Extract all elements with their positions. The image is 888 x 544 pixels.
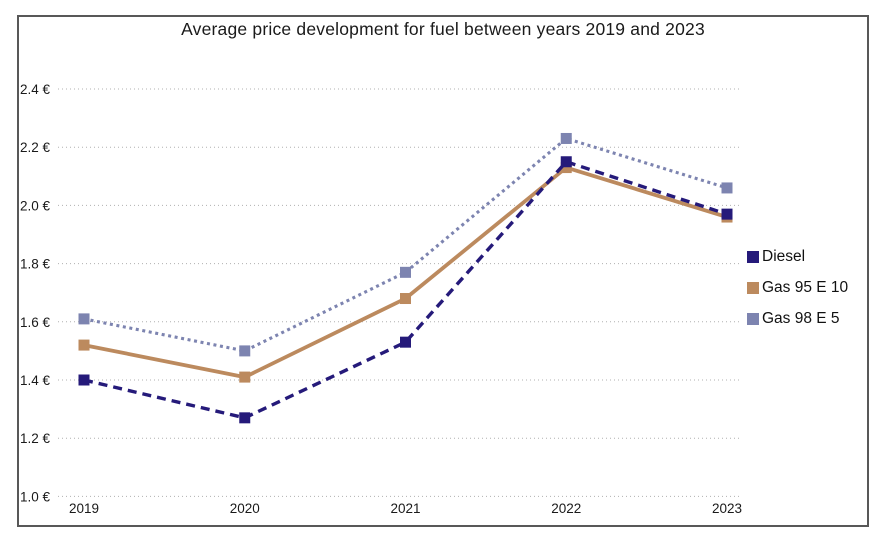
chart-title: Average price development for fuel betwe…: [181, 19, 705, 39]
series-marker-diesel: [400, 336, 411, 348]
y-tick-label: 2.4 €: [20, 82, 51, 97]
series-marker-gas-95-e-10: [560, 162, 572, 174]
legend-label-gas-95-e-10: Gas 95 E 10: [762, 279, 849, 296]
y-tick-label: 2.0 €: [20, 198, 51, 213]
legend-item-gas-98-e-5: Gas 98 E 5: [747, 310, 848, 328]
y-tick-label: 1.8 €: [20, 257, 51, 272]
series-marker-diesel: [239, 412, 251, 424]
y-tick-label: 1.6 €: [20, 315, 51, 330]
series-marker-gas-95-e-10: [400, 293, 411, 305]
x-tick-label: 2020: [230, 501, 260, 516]
y-tick-label: 2.2 €: [20, 140, 51, 155]
x-tick-label: 2021: [390, 501, 420, 516]
x-tick-label: 2019: [69, 501, 99, 516]
series-marker-gas-98-e-5: [78, 313, 90, 325]
x-tick-label: 2022: [551, 501, 581, 516]
legend-swatch-gas-95-e-10: [747, 282, 759, 294]
series-marker-gas-98-e-5: [560, 132, 572, 144]
series-marker-gas-98-e-5: [239, 345, 251, 357]
series-marker-diesel: [721, 208, 733, 220]
x-tick-label: 2023: [712, 501, 742, 516]
legend-label-gas-98-e-5: Gas 98 E 5: [762, 310, 840, 327]
series-marker-diesel: [78, 374, 90, 386]
y-tick-label: 1.2 €: [20, 431, 51, 446]
legend-swatch-gas-98-e-5: [747, 313, 759, 325]
legend-item-gas-95-e-10: Gas 95 E 10: [747, 279, 848, 297]
series-marker-gas-95-e-10: [239, 371, 251, 383]
series-line-gas-98-e-5: [83, 136, 728, 353]
series-line-diesel: [83, 159, 728, 420]
y-tick-label: 1.0 €: [20, 489, 51, 504]
series-marker-gas-95-e-10: [78, 339, 90, 351]
y-tick-label: 1.4 €: [20, 373, 51, 388]
legend: Diesel Gas 95 E 10 Gas 98 E 5: [747, 248, 848, 341]
legend-label-diesel: Diesel: [762, 248, 806, 265]
series-marker-gas-98-e-5: [400, 266, 411, 278]
chart-frame: [17, 15, 869, 527]
legend-swatch-diesel: [747, 251, 759, 263]
series-marker-diesel: [560, 156, 572, 168]
series-marker-gas-98-e-5: [721, 182, 733, 194]
legend-item-diesel: Diesel: [747, 248, 848, 266]
